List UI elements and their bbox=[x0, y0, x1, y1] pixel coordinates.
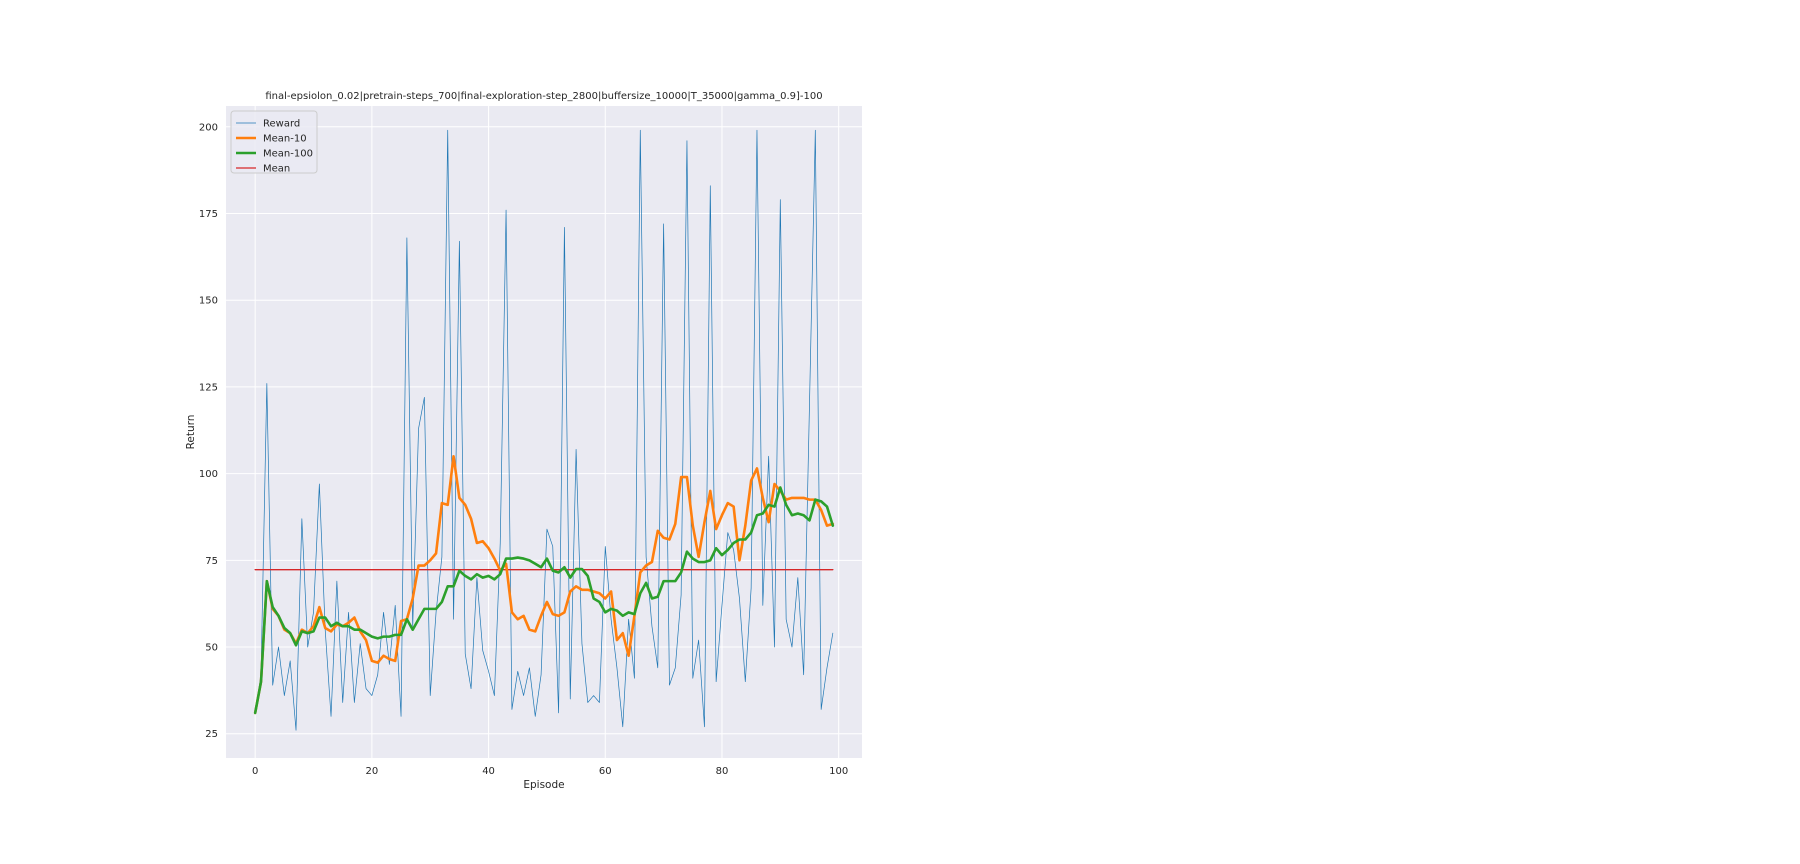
y-tick-label: 25 bbox=[205, 729, 218, 740]
chart-title: final-epsiolon_0.02|pretrain-steps_700|f… bbox=[265, 91, 822, 102]
x-tick-label: 60 bbox=[599, 766, 612, 777]
x-tick-label: 0 bbox=[252, 766, 258, 777]
legend-entry-mean-100: Mean-100 bbox=[263, 149, 313, 160]
legend-entry-mean: Mean bbox=[263, 164, 290, 175]
legend: Reward Mean-10 Mean-100 Mean bbox=[230, 110, 318, 175]
series-line-reward bbox=[254, 129, 834, 731]
legend-entry-reward: Reward bbox=[263, 119, 300, 130]
y-tick-label: 50 bbox=[205, 643, 218, 654]
x-tick-label: 40 bbox=[482, 766, 495, 777]
y-tick-label: 100 bbox=[199, 469, 218, 480]
y-tick-label: 200 bbox=[199, 122, 218, 133]
x-axis-label: Episode bbox=[523, 779, 564, 791]
legend-frame bbox=[230, 110, 318, 174]
x-tick-label: 80 bbox=[716, 766, 729, 777]
x-tick-label: 100 bbox=[829, 766, 848, 777]
legend-entry-mean-10: Mean-10 bbox=[263, 134, 307, 145]
y-axis-label: Return bbox=[185, 415, 197, 450]
x-tick-label: 20 bbox=[366, 766, 379, 777]
series-group bbox=[253, 129, 835, 731]
series-line-mean-100 bbox=[253, 486, 835, 715]
tick-labels: 0 20 40 60 80 100 25 50 75 100 125 150 175 200 bbox=[199, 122, 848, 777]
series-line-mean-10 bbox=[253, 454, 835, 715]
y-tick-label: 150 bbox=[199, 296, 218, 307]
y-tick-label: 75 bbox=[205, 556, 218, 567]
y-tick-label: 125 bbox=[199, 382, 218, 393]
y-tick-label: 175 bbox=[199, 209, 218, 220]
plot-area bbox=[226, 106, 862, 758]
